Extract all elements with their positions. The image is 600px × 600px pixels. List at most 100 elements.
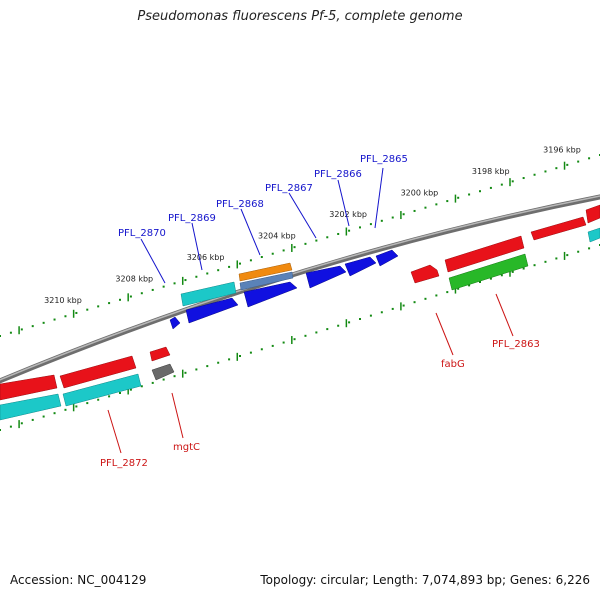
gene-arrow-red[interactable] <box>585 204 600 224</box>
scale-dot <box>228 265 231 268</box>
scale-dot <box>533 173 536 176</box>
gene-label[interactable]: PFL_2863 <box>492 339 540 350</box>
gene-arrow-red[interactable] <box>410 264 440 284</box>
gene-label[interactable]: PFL_2868 <box>216 199 264 210</box>
gene-label[interactable]: PFL_2866 <box>314 169 362 180</box>
scale-dot <box>457 196 460 199</box>
gene-arrow-red[interactable] <box>149 346 171 362</box>
scale-dot <box>86 308 89 311</box>
scale-dot <box>391 216 394 219</box>
scale-dot <box>500 183 503 186</box>
gene-label[interactable]: PFL_2869 <box>168 213 216 224</box>
gene-arrow-blue[interactable] <box>375 249 399 267</box>
gene-arrow-blue[interactable] <box>185 297 239 324</box>
gene-arrow-cyan[interactable] <box>180 281 237 307</box>
scale-dot <box>293 338 296 341</box>
tick-layer: 3196 kbp 3198 kbp 3200 kbp 3202 kbp 3204 kbp… <box>0 145 600 431</box>
scale-dot <box>511 180 514 183</box>
scale-dot <box>446 200 449 203</box>
scale-dot <box>129 388 132 391</box>
gene-arrow-red[interactable] <box>530 216 587 241</box>
scale-dot <box>566 163 569 166</box>
scale-dot <box>97 305 100 308</box>
scale-dot <box>304 334 307 337</box>
scale-dot <box>64 408 67 411</box>
scale-dot <box>9 425 12 428</box>
gene-label[interactable]: PFL_2867 <box>265 183 313 194</box>
gene-arrow-red[interactable] <box>59 355 137 389</box>
scale-dot <box>424 206 427 209</box>
gene-label[interactable]: PFL_2865 <box>360 154 408 165</box>
scale-dot <box>217 269 220 272</box>
kbp-tick-label: 3202 kbp <box>329 210 367 219</box>
gene-arrow-cyan[interactable] <box>0 393 62 421</box>
scale-dot <box>304 242 307 245</box>
scale-dot <box>97 398 100 401</box>
scale-dot <box>326 236 329 239</box>
scale-dot <box>468 284 471 287</box>
gene-arrow-red[interactable] <box>444 235 525 273</box>
gene-label[interactable]: fabG <box>441 359 465 370</box>
scale-dot <box>75 311 78 314</box>
scale-dot <box>9 331 12 334</box>
gene-arrow-blue[interactable] <box>305 265 347 289</box>
scale-dot <box>0 335 1 337</box>
genome-info-text: Topology: circular; Length: 7,074,893 bp… <box>260 573 590 587</box>
gene-arrow-cyan[interactable] <box>62 373 142 407</box>
scale-dot <box>53 318 56 321</box>
gene-arrow-blue[interactable] <box>344 256 377 277</box>
genome-backbone <box>0 194 600 384</box>
scale-dot <box>293 246 296 249</box>
scale-dot <box>369 223 372 226</box>
scale-dot <box>31 418 34 421</box>
scale-dot <box>239 262 241 265</box>
scale-dot <box>348 229 351 232</box>
scale-dot <box>249 351 252 354</box>
scale-dot <box>413 209 416 212</box>
scale-dot <box>31 325 34 328</box>
scale-dot <box>162 378 165 381</box>
gene-labels: PFL_2865 PFL_2866 PFL_2867 PFL_2868 PFL_… <box>100 154 540 469</box>
scale-dot <box>53 412 56 415</box>
scale-dot <box>522 177 525 180</box>
scale-dot <box>184 279 187 282</box>
gene-arrow-steel[interactable] <box>239 271 294 291</box>
scale-dot <box>271 344 274 347</box>
scale-dot <box>380 219 383 222</box>
gene-arrow-green[interactable] <box>448 253 529 291</box>
scale-dot <box>249 259 252 262</box>
scale-dot <box>555 257 558 260</box>
gene-arrow-orange[interactable] <box>238 262 293 282</box>
scale-dot <box>239 355 241 357</box>
gene-arrow-cyan[interactable] <box>587 227 600 243</box>
gene-label[interactable]: mgtC <box>173 442 200 453</box>
scale-dot <box>86 402 89 405</box>
scale-dot <box>20 328 23 331</box>
scale-dot <box>511 270 514 273</box>
kbp-tick-label: 3210 kbp <box>44 296 82 305</box>
gene-arrow-blue[interactable] <box>169 316 181 330</box>
gene-arrow-red[interactable] <box>0 374 58 401</box>
scale-dot <box>500 274 503 277</box>
scale-dot <box>522 267 525 270</box>
scale-dot <box>184 371 187 374</box>
gene-arrow-gray[interactable] <box>151 363 175 381</box>
scale-dot <box>151 381 154 384</box>
scale-dot <box>446 291 449 294</box>
scale-dot <box>260 256 263 259</box>
scale-dot <box>479 190 481 193</box>
scale-dot <box>217 361 220 364</box>
scale-dot <box>337 324 340 327</box>
scale-dot <box>173 375 176 378</box>
gene-label[interactable]: PFL_2872 <box>100 458 148 469</box>
scale-dot <box>337 232 340 235</box>
gene-layer <box>0 204 600 421</box>
gene-arrow-blue[interactable] <box>243 281 298 308</box>
scale-dot <box>0 429 1 431</box>
scale-dot <box>108 395 111 398</box>
gene-label[interactable]: PFL_2870 <box>118 228 166 239</box>
scale-dot <box>402 213 405 216</box>
kbp-tick-label: 3204 kbp <box>258 231 296 240</box>
scale-dot <box>380 311 383 314</box>
